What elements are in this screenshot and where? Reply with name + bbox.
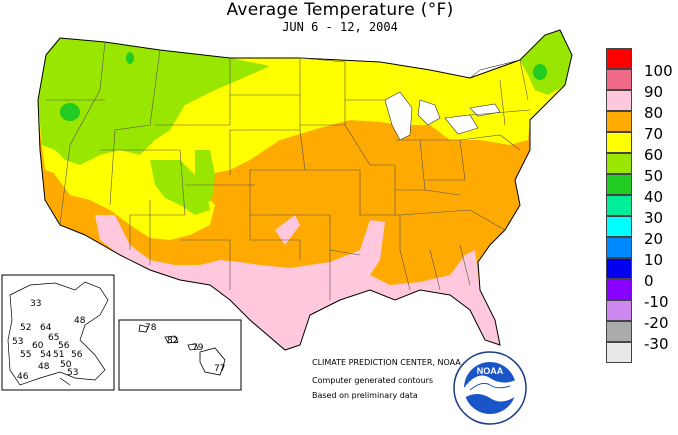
green-zone-northeast [520, 30, 572, 95]
legend-label: 70 [644, 125, 664, 143]
legend-entry: -20 [606, 300, 676, 332]
hawaii-value: 77 [214, 364, 226, 374]
legend-label: 10 [644, 251, 664, 269]
legend-label: 50 [644, 167, 664, 185]
alaska-value: 56 [58, 341, 70, 351]
alaska-value: 46 [17, 372, 29, 382]
alaska-value: 64 [40, 323, 52, 333]
canada-boundary [469, 59, 521, 79]
legend-label: 0 [644, 272, 654, 290]
dark-green-spot-montana [126, 52, 134, 64]
legend-entry: 100 [606, 48, 676, 80]
legend-label: 60 [644, 146, 664, 164]
legend-swatch [606, 216, 632, 237]
legend-entry: 10 [606, 237, 676, 269]
legend-entry: 50 [606, 153, 676, 185]
legend-entry: 90 [606, 69, 676, 101]
alaska-value: 50 [60, 360, 72, 370]
legend-entry: 0 [606, 258, 676, 290]
legend-entry: 20 [606, 216, 676, 248]
hawaii-inset [118, 319, 242, 391]
legend-entry [606, 342, 676, 363]
green-zone-idaho [150, 160, 210, 215]
alaska-value: 53 [12, 337, 24, 347]
legend-entry: -30 [606, 321, 676, 353]
legend-label: 40 [644, 188, 664, 206]
alaska-value: 54 [40, 350, 52, 360]
map-subtitle: JUN 6 - 12, 2004 [282, 20, 398, 34]
legend-entry: 70 [606, 111, 676, 143]
green-zone-wyoming [195, 150, 215, 205]
legend-entry: 60 [606, 132, 676, 164]
legend-swatch [606, 258, 632, 279]
legend-swatch [606, 237, 632, 258]
alaska-value: 60 [32, 341, 44, 351]
alaska-value: 33 [30, 299, 42, 309]
legend-swatch [606, 90, 632, 111]
legend-swatch [606, 111, 632, 132]
alaska-value: 53 [67, 368, 79, 378]
legend-label: 100 [644, 62, 673, 80]
legend-entry: -10 [606, 279, 676, 311]
credit-line-center: CLIMATE PREDICTION CENTER, NOAA [312, 358, 461, 367]
legend-label: 20 [644, 230, 664, 248]
alaska-value: 48 [38, 362, 50, 372]
legend-entry: 80 [606, 90, 676, 122]
legend-swatch [606, 48, 632, 69]
legend-label: -30 [644, 335, 669, 353]
legend-swatch [606, 195, 632, 216]
legend-label: 80 [644, 104, 664, 122]
legend-swatch [606, 279, 632, 300]
noaa-logo-text: NOAA [477, 366, 504, 376]
alaska-value: 56 [71, 350, 83, 360]
alaska-value: 48 [74, 316, 86, 326]
alaska-value: 55 [20, 350, 32, 360]
hawaii-value: 79 [192, 343, 204, 353]
state-borders [37, 29, 573, 351]
great-lakes [384, 91, 501, 141]
legend-swatch [606, 69, 632, 90]
alaska-inset [1, 274, 115, 391]
map-title: Average Temperature (°F) [226, 0, 454, 20]
pink-zone-south [95, 215, 500, 350]
hawaii-islands [138, 324, 226, 376]
legend-label: 90 [644, 83, 664, 101]
dark-green-spot-maine [533, 64, 547, 80]
credit-line-contours: Computer generated contours [312, 376, 434, 385]
alaska-value: 51 [53, 350, 65, 360]
green-zone-north [38, 38, 270, 165]
legend-label: 30 [644, 209, 664, 227]
legend-swatch [606, 300, 632, 321]
noaa-logo: NOAA [452, 350, 528, 426]
legend-label: -20 [644, 314, 669, 332]
credit-line-data: Based on preliminary data [312, 391, 418, 400]
legend-entry: 40 [606, 174, 676, 206]
hawaii-value: 78 [145, 323, 157, 333]
alaska-value: 52 [20, 323, 32, 333]
legend-label: -10 [644, 293, 669, 311]
legend-swatch [606, 321, 632, 342]
pink-zone-oklahoma [275, 215, 300, 245]
hawaii-value: 82 [167, 336, 179, 346]
legend-swatch [606, 153, 632, 174]
alaska-outline [7, 281, 109, 386]
legend-swatch [606, 174, 632, 195]
legend-swatch [606, 342, 632, 363]
legend-entry: 30 [606, 195, 676, 227]
dark-green-spot-oregon [60, 103, 80, 121]
legend-swatch [606, 132, 632, 153]
alaska-value: 65 [48, 333, 60, 343]
